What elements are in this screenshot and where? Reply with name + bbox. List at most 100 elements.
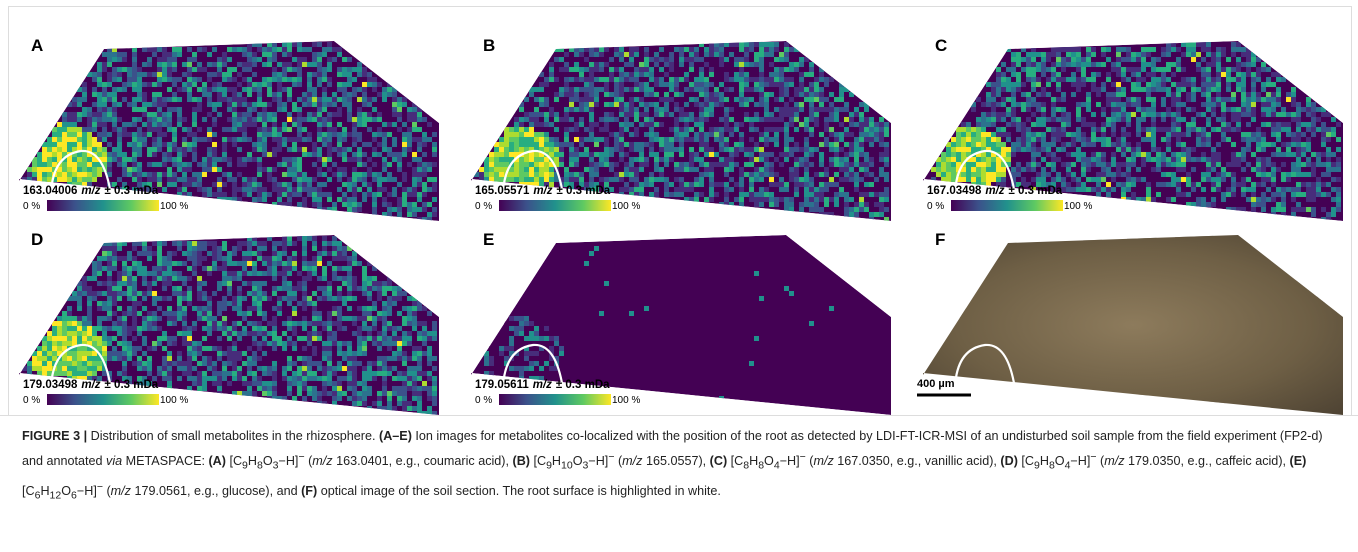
ion-pixel [1101, 52, 1106, 57]
ion-pixel [669, 77, 674, 82]
ion-pixel [212, 266, 217, 271]
ion-pixel [422, 192, 427, 197]
ion-pixel [252, 266, 257, 271]
ion-pixel [102, 117, 107, 122]
ion-pixel [1176, 62, 1181, 67]
ion-pixel [1196, 137, 1201, 142]
ion-pixel [534, 122, 539, 127]
ion-pixel [302, 102, 307, 107]
ion-pixel [1026, 52, 1031, 57]
ion-pixel [317, 167, 322, 172]
ion-pixel [402, 192, 407, 197]
ion-pixel [1106, 182, 1111, 187]
ion-pixel [704, 172, 709, 177]
ion-pixel [729, 152, 734, 157]
ion-pixel [182, 142, 187, 147]
ion-pixel [589, 117, 594, 122]
ion-pixel [362, 177, 367, 182]
ion-pixel [679, 57, 684, 62]
ion-pixel [207, 271, 212, 276]
ion-pixel [614, 47, 619, 52]
ion-pixel [157, 256, 162, 261]
ion-pixel [966, 162, 971, 167]
ion-pixel [227, 107, 232, 112]
ion-pixel [317, 276, 322, 281]
ion-pixel [372, 212, 377, 217]
ion-pixel [1221, 112, 1226, 117]
ion-pixel [1121, 112, 1126, 117]
ion-pixel [754, 177, 759, 182]
ion-pixel [1256, 142, 1261, 147]
ion-pixel [82, 276, 87, 281]
ion-pixel [549, 152, 554, 157]
ion-pixel [1216, 72, 1221, 77]
ion-pixel [1161, 82, 1166, 87]
ion-pixel [1306, 162, 1311, 167]
ion-pixel [1121, 102, 1126, 107]
ion-pixel [1221, 67, 1226, 72]
ion-pixel [564, 127, 569, 132]
ion-pixel [1281, 122, 1286, 127]
ion-pixel [362, 87, 367, 92]
ion-pixel [307, 152, 312, 157]
ion-pixel [749, 77, 754, 82]
ion-pixel [1251, 82, 1256, 87]
ion-pixel [739, 82, 744, 87]
ion-pixel [744, 77, 749, 82]
ion-pixel [232, 192, 237, 197]
ion-pixel [157, 82, 162, 87]
ion-pixel [372, 192, 377, 197]
ion-pixel [1311, 162, 1316, 167]
ion-pixel [976, 122, 981, 127]
ion-pixel [352, 286, 357, 291]
ion-pixel [1171, 72, 1176, 77]
ion-pixel [619, 87, 624, 92]
ion-pixel [272, 177, 277, 182]
ion-pixel [132, 82, 137, 87]
ion-pixel [257, 157, 262, 162]
ion-pixel [102, 306, 107, 311]
ion-pixel [1321, 172, 1326, 177]
ion-pixel [584, 102, 589, 107]
ion-pixel [1041, 137, 1046, 142]
ion-pixel [342, 87, 347, 92]
ion-pixel [489, 177, 494, 182]
ion-pixel [122, 82, 127, 87]
ion-pixel [744, 47, 749, 52]
ion-pixel [132, 321, 137, 326]
ion-pixel [1306, 207, 1311, 212]
ion-pixel [779, 177, 784, 182]
ion-pixel [1046, 152, 1051, 157]
ion-pixel [312, 147, 317, 152]
ion-pixel [267, 102, 272, 107]
ion-pixel [1321, 107, 1326, 112]
ion-pixel [192, 112, 197, 117]
ion-pixel [127, 67, 132, 72]
ion-pixel [282, 192, 287, 197]
ion-pixel [377, 172, 382, 177]
ion-pixel [417, 197, 422, 202]
ion-pixel [1051, 77, 1056, 82]
ion-pixel [1081, 72, 1086, 77]
ion-pixel [604, 92, 609, 97]
ion-pixel [574, 107, 579, 112]
ion-pixel [107, 296, 112, 301]
ion-pixel [529, 162, 534, 167]
ion-pixel [1231, 52, 1236, 57]
ion-pixel [859, 202, 864, 207]
ion-pixel [1011, 57, 1016, 62]
ion-pixel [107, 167, 112, 172]
ion-pixel [1136, 107, 1141, 112]
ion-pixel [272, 246, 277, 251]
ion-pixel [242, 102, 247, 107]
ion-pixel [589, 122, 594, 127]
ion-pixel [172, 132, 177, 137]
ion-pixel [1156, 152, 1161, 157]
ion-pixel [794, 62, 799, 67]
ion-pixel [162, 311, 167, 316]
ion-pixel [112, 117, 117, 122]
ion-pixel [799, 122, 804, 127]
ion-pixel [719, 97, 724, 102]
ion-pixel [1116, 102, 1121, 107]
ion-pixel [679, 92, 684, 97]
